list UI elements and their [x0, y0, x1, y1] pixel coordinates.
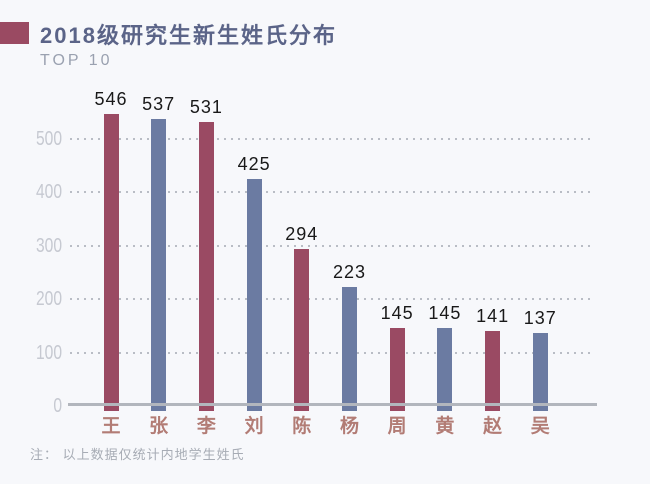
y-tick-label: 500 [35, 127, 62, 150]
bar [198, 121, 214, 411]
gridline [70, 298, 590, 300]
bar-value-label: 294 [285, 223, 319, 244]
bar-value-label: 141 [476, 305, 510, 326]
x-axis-line [68, 403, 597, 406]
gridline [70, 244, 590, 247]
x-category-label: 王 [101, 416, 121, 437]
footnote: 注： 以上数据仅统计内地学生姓氏 [30, 447, 245, 462]
bar [485, 330, 501, 411]
y-tick-label: 200 [35, 288, 62, 310]
bar-value-label: 137 [523, 307, 557, 328]
chart-subtitle: TOP 10 [40, 52, 113, 69]
bar-value-label: 531 [189, 96, 223, 117]
bar [437, 328, 453, 411]
x-category-label: 李 [196, 416, 216, 437]
gridline [70, 137, 590, 140]
y-tick-label: 100 [35, 341, 62, 364]
bar-value-label: 537 [142, 93, 176, 114]
x-category-label: 赵 [483, 416, 503, 437]
bar-value-label: 425 [237, 153, 271, 174]
bar [151, 118, 167, 411]
bar-value-label: 546 [94, 88, 128, 109]
x-category-label: 陈 [292, 416, 312, 437]
x-category-label: 杨 [339, 416, 359, 437]
y-tick-label: 400 [35, 181, 62, 203]
bar [389, 328, 405, 411]
x-category-label: 张 [149, 416, 169, 437]
bar [342, 286, 357, 411]
bar [532, 332, 548, 411]
bar [294, 248, 310, 411]
bar [246, 178, 262, 411]
x-category-label: 周 [387, 416, 407, 437]
gridline [70, 351, 590, 354]
x-category-label: 吴 [530, 416, 550, 437]
bar-value-label: 145 [380, 303, 414, 324]
y-tick-label: 0 [53, 395, 62, 417]
y-tick-label: 300 [35, 234, 62, 257]
bar-value-label: 223 [332, 261, 367, 282]
title-accent-square [0, 22, 29, 44]
gridline [70, 191, 590, 193]
x-category-label: 刘 [244, 416, 264, 437]
bar [103, 113, 119, 411]
x-category-label: 黄 [435, 416, 455, 437]
bar-value-label: 145 [428, 303, 462, 324]
page-title: 2018级研究生新生姓氏分布 [40, 23, 337, 48]
